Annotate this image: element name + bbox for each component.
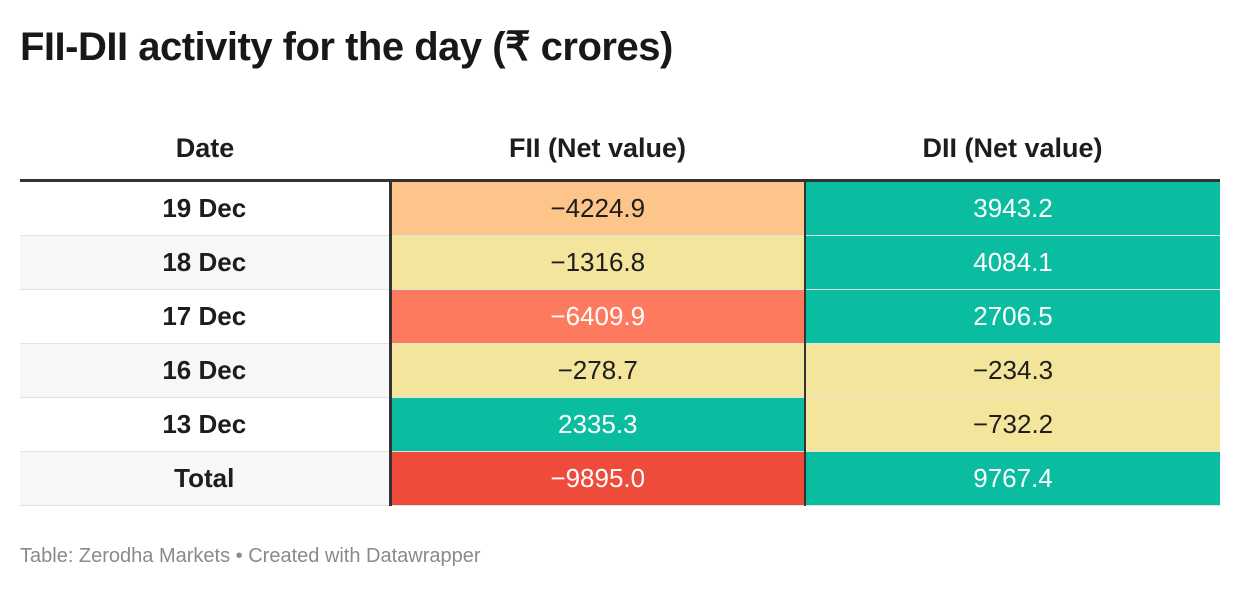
column-header-dii[interactable]: DII (Net value) <box>805 118 1220 182</box>
dii-value-cell: 9767.4 <box>805 451 1220 506</box>
dii-value-cell: −234.3 <box>805 343 1220 398</box>
table-row: 16 Dec −278.7 −234.3 <box>20 343 1220 398</box>
dii-value-cell: 3943.2 <box>805 180 1220 236</box>
date-cell: 19 Dec <box>20 180 392 236</box>
fii-value-cell: 2335.3 <box>390 397 806 452</box>
date-cell: 18 Dec <box>20 235 392 290</box>
column-header-date[interactable]: Date <box>20 118 390 182</box>
chart-title: FII-DII activity for the day (₹ crores) <box>20 25 673 69</box>
fii-value-cell: −9895.0 <box>390 451 806 506</box>
table-header-row: Date FII (Net value) DII (Net value) <box>20 118 1220 182</box>
date-cell: 13 Dec <box>20 397 392 452</box>
table-body: 19 Dec −4224.9 3943.2 18 Dec −1316.8 4084.1 17… <box>20 180 1220 506</box>
fii-dii-table: Date FII (Net value) DII (Net value) 19 … <box>20 118 1220 506</box>
date-cell: 16 Dec <box>20 343 392 398</box>
table-row: 13 Dec 2335.3 −732.2 <box>20 397 1220 452</box>
dii-value-cell: −732.2 <box>805 397 1220 452</box>
table-row: 18 Dec −1316.8 4084.1 <box>20 235 1220 290</box>
fii-value-cell: −278.7 <box>390 343 806 398</box>
dii-value-cell: 2706.5 <box>805 289 1220 344</box>
dii-value-cell: 4084.1 <box>805 235 1220 290</box>
fii-value-cell: −6409.9 <box>390 289 806 344</box>
fii-value-cell: −4224.9 <box>390 180 806 236</box>
fii-value-cell: −1316.8 <box>390 235 806 290</box>
table-row: Total −9895.0 9767.4 <box>20 451 1220 506</box>
table-row: 17 Dec −6409.9 2706.5 <box>20 289 1220 344</box>
table-row: 19 Dec −4224.9 3943.2 <box>20 180 1220 236</box>
date-cell: 17 Dec <box>20 289 392 344</box>
source-footer: Table: Zerodha Markets • Created with Da… <box>20 545 481 567</box>
column-header-fii[interactable]: FII (Net value) <box>390 118 805 182</box>
date-cell: Total <box>20 451 392 506</box>
